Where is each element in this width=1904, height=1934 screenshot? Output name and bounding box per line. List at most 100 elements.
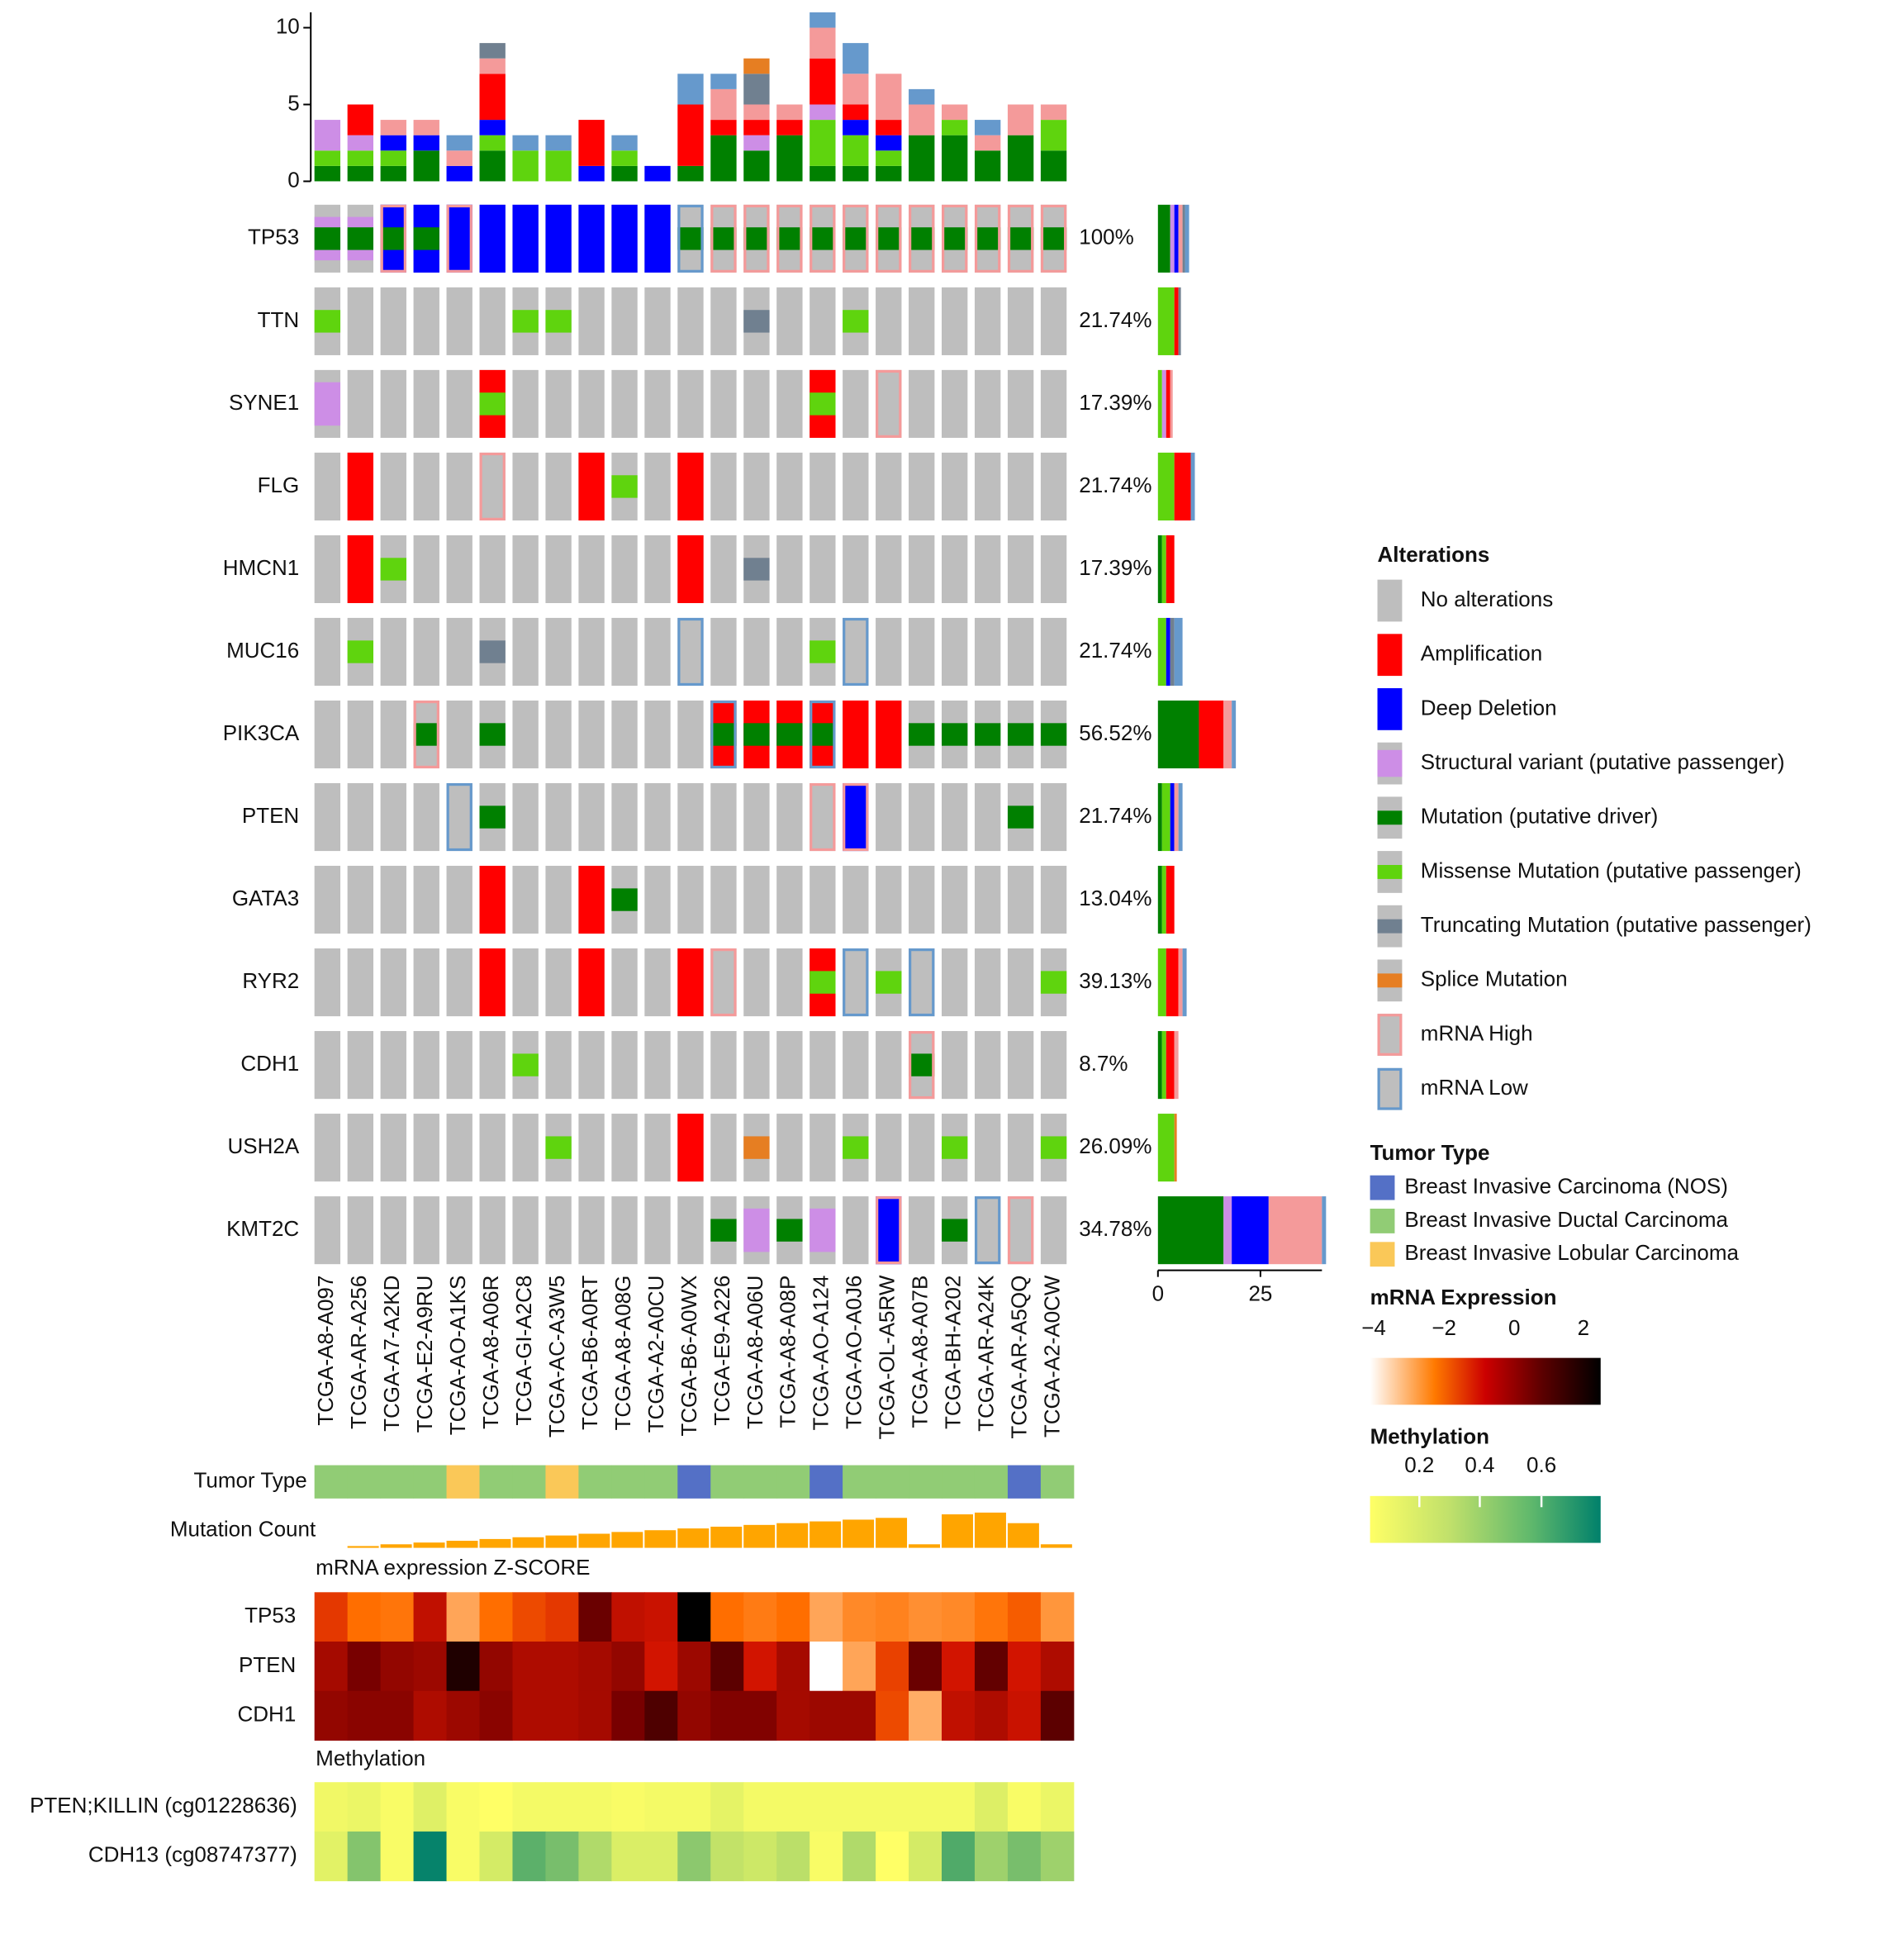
methylation-heatmap-cell xyxy=(743,1782,777,1832)
mutation-count-bar xyxy=(876,1518,908,1548)
oncoprint-cell xyxy=(909,617,935,687)
oncoprint-cell xyxy=(909,865,935,934)
tumor-type-cell xyxy=(710,1465,744,1499)
cna-mark xyxy=(843,700,869,769)
oncoprint-cell xyxy=(578,287,605,355)
oncoprint-cell xyxy=(545,617,572,687)
oncoprint-cell xyxy=(314,782,341,852)
top-bar-segment xyxy=(314,165,341,182)
oncoprint-cell xyxy=(776,535,803,604)
top-bar-segment xyxy=(1040,150,1067,182)
oncoprint-cell xyxy=(909,1114,935,1182)
gene-label: TP53 xyxy=(248,225,299,249)
methylation-heatmap-cell xyxy=(942,1782,976,1832)
legend-tumor-type-title: Tumor Type xyxy=(1370,1140,1490,1165)
oncoprint-cell xyxy=(380,1031,406,1100)
tumor-type-track-label: Tumor Type xyxy=(193,1468,306,1493)
top-bar-segment xyxy=(380,150,406,166)
mutation-mark xyxy=(710,227,737,250)
mrna-heatmap-cell xyxy=(611,1642,645,1692)
sample-label: TCGA-OL-A5RW xyxy=(875,1275,900,1439)
oncoprint-cell xyxy=(644,865,671,934)
oncoprint-cell xyxy=(1007,452,1034,520)
tumor-type-cell xyxy=(512,1465,546,1499)
methylation-heatmap-cell xyxy=(545,1782,579,1832)
side-bar-segment xyxy=(1322,1196,1327,1265)
oncoprint-cell xyxy=(545,1196,572,1265)
oncoprint-cell xyxy=(314,865,341,934)
oncoprint-cell xyxy=(512,452,539,520)
oncoprint-cell xyxy=(578,1196,605,1265)
gene-label: TTN xyxy=(258,307,300,332)
gene-label: MUC16 xyxy=(226,638,299,663)
oncoprint-cell xyxy=(479,452,506,520)
mutation-count-bar xyxy=(446,1541,478,1548)
oncoprint-cell xyxy=(810,287,836,355)
oncoprint-cell xyxy=(1040,452,1067,520)
legend-mrna-tick-label: 2 xyxy=(1578,1315,1589,1340)
oncoprint-cell xyxy=(413,369,439,438)
oncoprint-cell xyxy=(413,287,439,355)
top-bar-segment xyxy=(446,165,472,182)
methylation-heatmap-cell xyxy=(413,1782,448,1832)
structural-variant-mark xyxy=(743,1208,770,1252)
gene-label: HMCN1 xyxy=(223,555,299,580)
side-bar-segment xyxy=(1166,1031,1175,1100)
oncoprint-cell xyxy=(479,535,506,604)
top-bar-segment xyxy=(1007,104,1034,135)
tumor-type-cell xyxy=(578,1465,612,1499)
methylation-heatmap-cell xyxy=(347,1831,382,1882)
cna-mark xyxy=(446,204,472,273)
top-bar-segment xyxy=(710,74,737,89)
methylation-heatmap-cell xyxy=(810,1831,843,1882)
oncoprint-cell xyxy=(974,782,1001,852)
oncoprint-cell xyxy=(743,1031,770,1100)
oncoprint-cell xyxy=(644,1196,671,1265)
top-bar-segment xyxy=(347,165,373,182)
top-bar-segment xyxy=(545,135,572,151)
mrna-outline xyxy=(677,204,704,273)
mrna-heatmap-cell xyxy=(843,1690,876,1741)
mutation-mark xyxy=(314,310,341,333)
cna-mark xyxy=(876,700,902,769)
oncoprint-cell xyxy=(876,452,902,520)
methylation-heatmap-cell xyxy=(479,1831,513,1882)
oncoprint-cell xyxy=(876,1114,902,1182)
tumor-type-cell xyxy=(611,1465,645,1499)
gene-alteration-percent: 8.7% xyxy=(1079,1051,1128,1076)
mrna-heatmap-cell xyxy=(380,1592,415,1642)
mutation-mark xyxy=(776,227,803,250)
top-bar-segment xyxy=(843,104,869,121)
mutation-mark xyxy=(479,723,506,746)
top-bar-tick-label: 0 xyxy=(287,167,299,192)
methylation-heatmap-cell xyxy=(347,1782,382,1832)
side-bar-segment xyxy=(1161,865,1166,934)
mutation-mark xyxy=(710,1219,737,1242)
cna-mark xyxy=(347,535,373,604)
mutation-mark xyxy=(545,1136,572,1159)
oncoprint-cell xyxy=(909,452,935,520)
top-bar-segment xyxy=(710,88,737,121)
legend-swatch xyxy=(1377,1014,1403,1056)
oncoprint-cell xyxy=(446,287,472,355)
oncoprint-cell xyxy=(1040,1196,1067,1265)
mutation-count-bar xyxy=(1007,1523,1039,1548)
tumor-type-cell xyxy=(545,1465,579,1499)
cna-mark xyxy=(611,204,638,273)
side-bar-segment xyxy=(1166,617,1170,687)
mrna-heatmap-cell xyxy=(1040,1592,1075,1642)
top-bar-segment xyxy=(413,150,439,182)
top-bar-tick-label: 5 xyxy=(287,90,299,115)
side-bar-segment xyxy=(1157,865,1162,934)
oncoprint-cell xyxy=(413,782,439,852)
legend-methylation-title: Methylation xyxy=(1370,1424,1489,1449)
oncoprint-cell xyxy=(512,700,539,769)
legend-mrna-tick-label: −2 xyxy=(1432,1315,1456,1340)
oncoprint-cell xyxy=(611,287,638,355)
oncoprint-cell xyxy=(710,535,737,604)
oncoprint-cell xyxy=(1007,287,1034,355)
mutation-mark xyxy=(347,640,373,663)
legend-swatch xyxy=(1377,1067,1403,1110)
oncoprint-cell xyxy=(446,617,472,687)
oncoprint-cell xyxy=(380,287,406,355)
